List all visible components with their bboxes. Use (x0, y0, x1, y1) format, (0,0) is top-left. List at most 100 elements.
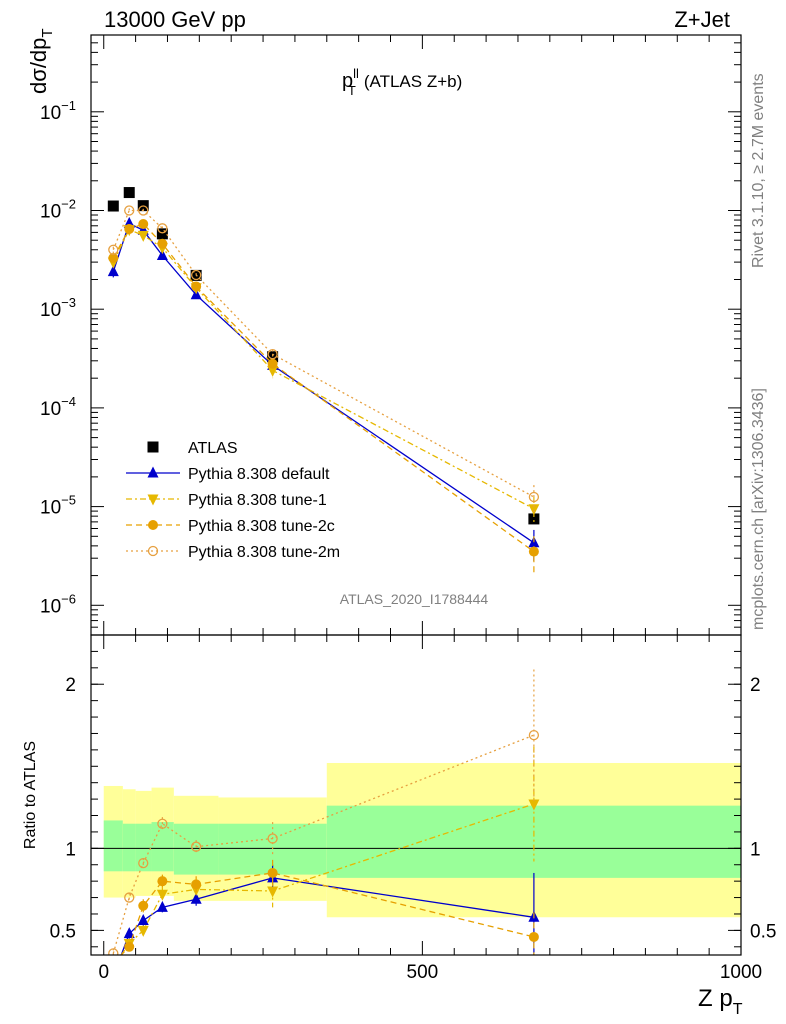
ratio-ytick-label-right-2: 2 (750, 675, 761, 696)
main-ytick-label-3: 10−3 (40, 295, 76, 321)
legend-item-1: Pythia 8.308 default (126, 466, 330, 483)
main-point-2-6 (528, 504, 540, 516)
main-series-3 (108, 218, 539, 576)
ratio-point-3-3 (157, 818, 168, 829)
main-point-3-0 (108, 253, 119, 264)
main-point-4-5 (267, 349, 278, 360)
main-point-4-0 (108, 244, 119, 255)
analysis-label: ATLAS_2020_I1788444 (340, 591, 489, 607)
main-point-3-1 (124, 223, 135, 234)
legend-item-0: ATLAS (147, 440, 238, 457)
plot-title-rest: (ATLAS Z+b) (364, 72, 462, 91)
legend-label-1: Pythia 8.308 default (188, 466, 330, 483)
main-point-0-0 (107, 200, 119, 212)
legend-marker-0 (147, 441, 159, 453)
ratio-point-2-0 (108, 958, 118, 968)
ratio-point-3-1 (124, 892, 135, 903)
main-point-1-0 (107, 265, 119, 277)
main-series-layer (107, 187, 540, 576)
ratio-point-3-0 (108, 948, 119, 955)
ratio-green-band-1 (122, 823, 136, 872)
main-ytick-label-5: 10−1 (40, 98, 76, 124)
ratio-green-band-3 (151, 822, 174, 872)
legend: ATLAS Pythia 8.308 default Pythia 8.308 tu… (126, 440, 340, 561)
ratio-point-3-4 (190, 841, 202, 852)
energy-label: 13000 GeV pp (104, 7, 246, 32)
axes-layer: 10−6 10−5 10−4 10−3 10−2 10−1 0 500 1000 0.5 0.5 1 1… (40, 34, 776, 983)
main-ytick-exp-3: −3 (61, 295, 76, 310)
ratio-ytick-label-2: 2 (65, 675, 76, 696)
main-ytick-label-1: 10−5 (40, 493, 76, 519)
main-point-0-6 (528, 513, 540, 525)
ratio-point-0-2 (137, 914, 149, 926)
ratio-ytick-label-right-0: 0.5 (750, 921, 776, 942)
legend-marker-3 (148, 520, 158, 530)
main-point-4-1 (124, 205, 135, 216)
main-ytick-exp-2: −4 (61, 394, 76, 409)
mcplots-label: mcplots.cern.ch [arXiv:1306.3436] (750, 388, 767, 630)
ratio-plot-area (91, 669, 741, 981)
main-point-1-3 (156, 248, 168, 260)
x-axis-label: Z pT (698, 985, 743, 1018)
ratio-point-0-0 (108, 970, 119, 981)
xtick-label-2: 1000 (720, 962, 762, 983)
legend-item-4: Pythia 8.308 tune-2m (126, 544, 340, 561)
legend-label-3: Pythia 8.308 tune-2c (188, 518, 335, 535)
legend-marker-1 (147, 466, 159, 478)
main-ytick-exp-0: −6 (61, 591, 76, 606)
ratio-point-2-4 (191, 879, 202, 890)
plot-title-sub: T (348, 83, 356, 98)
plot-title: pll T (ATLAS Z+b) (342, 66, 462, 98)
ratio-point-0-1 (123, 927, 135, 939)
ratio-series-3 (108, 669, 540, 955)
main-series-line-4 (112, 209, 535, 498)
main-ytick-label-0: 10−6 (40, 591, 76, 617)
main-series-4 (108, 205, 540, 514)
main-ytick-exp-1: −5 (61, 493, 76, 508)
legend-item-3: Pythia 8.308 tune-2c (126, 518, 335, 535)
ratio-point-2-5 (267, 867, 278, 878)
ratio-point-3-2 (138, 857, 149, 869)
main-point-3-5 (267, 358, 278, 369)
plot-title-sup: ll (353, 66, 359, 81)
ratio-point-1-3 (156, 889, 168, 901)
main-ylabel: dσ/dpT (26, 28, 56, 94)
main-series-1 (107, 216, 540, 562)
ratio-point-2-3 (157, 876, 168, 887)
ratio-point-2-1 (124, 941, 135, 952)
main-ytick-exp-5: −1 (61, 98, 76, 113)
plot-title-main: p (342, 70, 353, 92)
main-point-4-4 (190, 269, 202, 281)
main-point-2-5 (267, 365, 279, 377)
xtick-label-1: 500 (407, 962, 439, 983)
ratio-point-3-5 (267, 833, 278, 844)
ratio-point-2-6 (528, 931, 539, 942)
ratio-ytick-label-1: 1 (65, 839, 76, 860)
rivet-label: Rivet 3.1.10, ≥ 2.7M events (750, 73, 767, 268)
ratio-point-1-2 (137, 925, 149, 937)
main-ytick-label-2: 10−4 (40, 394, 76, 420)
ratio-green-band-0 (103, 820, 123, 872)
ratio-point-0-3 (156, 900, 168, 912)
xtick-label-0: 0 (98, 962, 109, 983)
legend-marker-2 (147, 494, 159, 506)
main-point-3-2 (138, 218, 149, 229)
main-ytick-label-4: 10−2 (40, 196, 76, 222)
legend-label-4: Pythia 8.308 tune-2m (188, 544, 340, 561)
legend-label-0: ATLAS (188, 440, 238, 457)
main-point-3-3 (157, 238, 168, 249)
ratio-ylabel: Ratio to ATLAS (22, 741, 39, 849)
ratio-point-1-5 (267, 886, 279, 898)
main-point-2-2 (137, 230, 149, 242)
main-ytick-exp-4: −2 (61, 196, 76, 211)
ratio-point-0-4 (190, 892, 202, 904)
legend-marker-4 (147, 545, 159, 557)
ratio-series-2 (108, 859, 539, 968)
ratio-green-band-2 (135, 823, 152, 872)
ratio-green-band-6 (326, 805, 741, 878)
ratio-green-band-4 (173, 823, 219, 875)
ratio-point-3-6 (528, 729, 540, 741)
main-point-0-1 (123, 187, 135, 199)
legend-item-2: Pythia 8.308 tune-1 (126, 492, 327, 509)
